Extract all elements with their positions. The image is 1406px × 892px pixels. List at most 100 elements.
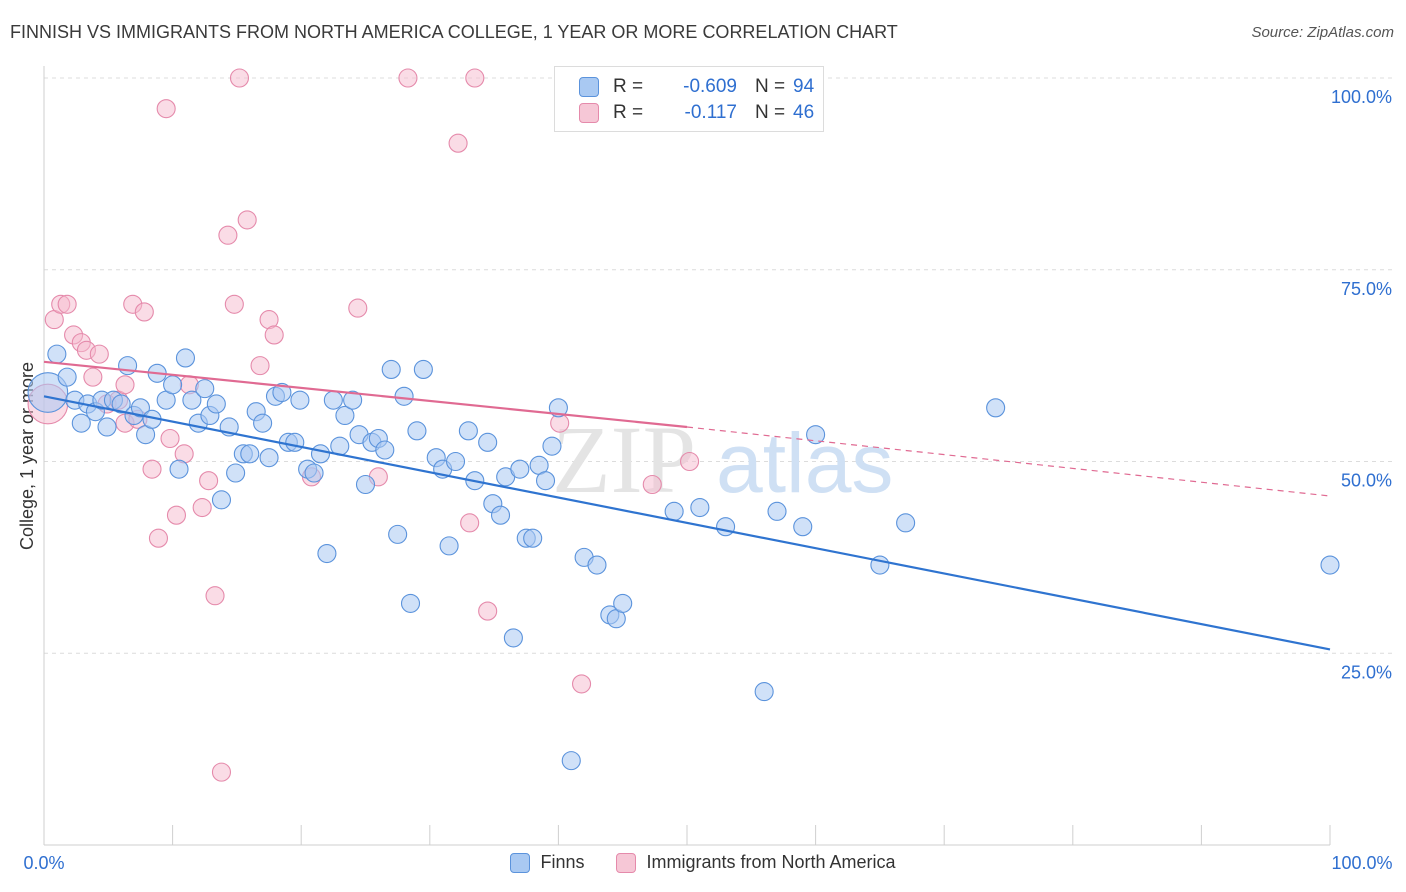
pink-data-point	[83, 367, 103, 387]
n-value: 94	[793, 76, 815, 97]
r-value: -0.609	[683, 76, 737, 97]
pink-data-point	[642, 474, 662, 495]
n-value: 46	[793, 102, 815, 123]
blue-trend-line	[43, 395, 1331, 651]
blue-data-point	[490, 505, 511, 525]
watermark-zip: ZIP	[552, 406, 696, 513]
blue-data-point	[716, 517, 736, 537]
blue-data-point	[272, 382, 292, 403]
blue-data-point	[381, 359, 401, 380]
blue-data-point	[523, 528, 543, 548]
blue-data-point	[195, 379, 215, 399]
blue-data-point	[163, 375, 183, 395]
pink-data-point	[250, 356, 270, 376]
pink-data-point	[192, 497, 212, 518]
blue-data-point	[510, 459, 530, 479]
blue-data-point	[355, 474, 376, 495]
pink-data-point	[448, 133, 468, 153]
series-legend: Finns Immigrants from North America	[0, 852, 1406, 873]
blue-data-point	[285, 432, 305, 452]
blue-data-point	[388, 524, 408, 544]
blue-data-point	[542, 436, 562, 456]
blue-swatch	[510, 852, 531, 873]
blue-data-point	[503, 628, 523, 648]
y-tick-label: 100.0%	[1331, 87, 1392, 107]
legend-label: Finns	[540, 852, 585, 872]
blue-data-point	[535, 471, 556, 491]
pink-data-point	[478, 601, 498, 621]
y-tick-label: 75.0%	[1341, 279, 1392, 299]
pink-data-point	[348, 298, 368, 318]
blue-data-point	[767, 501, 787, 521]
blue-data-point	[400, 593, 421, 613]
watermark-atlas: atlas	[716, 416, 893, 510]
pink-data-point	[57, 294, 77, 314]
blue-data-point	[754, 682, 774, 702]
pink-data-point	[680, 451, 700, 472]
blue-data-point	[690, 497, 710, 518]
legend-item-immigrants: Immigrants from North America	[616, 852, 896, 873]
pink-data-point	[398, 68, 418, 88]
blue-swatch	[579, 77, 599, 97]
blue-data-point	[310, 444, 331, 464]
pink-data-point	[142, 459, 162, 479]
blue-data-point	[896, 513, 916, 533]
blue-data-point	[613, 593, 633, 613]
blue-data-point	[111, 394, 131, 414]
pink-data-point	[156, 99, 176, 119]
r-label: R =	[613, 102, 644, 123]
pink-data-point	[460, 513, 480, 533]
pink-data-point	[134, 302, 154, 322]
y-tick-label: 25.0%	[1341, 662, 1392, 682]
blue-data-point	[664, 501, 684, 521]
pink-data-point	[465, 68, 485, 88]
n-label: N =	[755, 102, 786, 123]
n-label: N =	[755, 76, 786, 97]
blue-data-point	[439, 536, 459, 556]
blue-data-point	[206, 394, 226, 414]
blue-data-point	[343, 390, 363, 410]
blue-data-point	[335, 405, 355, 426]
legend-row-finns: R = -0.609 N = 94	[579, 75, 814, 99]
series-blue-points	[27, 344, 1340, 771]
blue-data-point	[211, 490, 232, 510]
correlation-legend: R = -0.609 N = 94 R = -0.117 N = 46	[554, 66, 824, 132]
pink-trend-line	[43, 360, 688, 429]
pink-data-point	[211, 762, 232, 782]
pink-data-point	[218, 225, 238, 245]
y-tick-label: 50.0%	[1341, 471, 1392, 491]
grid-lines	[44, 77, 1394, 654]
pink-data-point	[205, 586, 225, 606]
blue-data-point	[169, 459, 189, 479]
blue-data-point	[97, 417, 117, 437]
pink-data-point	[160, 428, 180, 449]
watermark: ZIP atlas	[552, 406, 893, 513]
blue-data-point	[413, 359, 433, 380]
pink-trend-line-extension	[686, 426, 1331, 497]
pink-data-point	[237, 210, 257, 230]
blue-data-point	[561, 751, 581, 771]
blue-data-point	[182, 390, 202, 410]
axes	[43, 66, 1331, 846]
pink-swatch	[616, 852, 637, 873]
blue-data-point	[323, 390, 343, 410]
pink-data-point	[264, 325, 284, 345]
x-tick-label: 100.0%	[1331, 853, 1392, 873]
blue-data-point	[47, 344, 67, 364]
blue-data-point	[71, 413, 91, 433]
blue-data-point	[1320, 555, 1340, 575]
pink-data-point	[148, 528, 169, 548]
r-label: R =	[613, 76, 644, 97]
blue-data-point	[458, 421, 478, 441]
blue-data-point	[240, 444, 260, 464]
blue-data-point	[394, 386, 414, 406]
blue-data-point	[175, 348, 196, 368]
chart-title: FINNISH VS IMMIGRANTS FROM NORTH AMERICA…	[10, 22, 898, 42]
blue-data-point	[375, 440, 395, 460]
trend-lines	[43, 360, 1331, 651]
pink-data-point	[115, 375, 135, 395]
x-tick-labels: 0.0% 100.0%	[23, 853, 1392, 873]
pink-data-point	[199, 471, 219, 491]
blue-data-point	[290, 390, 310, 410]
